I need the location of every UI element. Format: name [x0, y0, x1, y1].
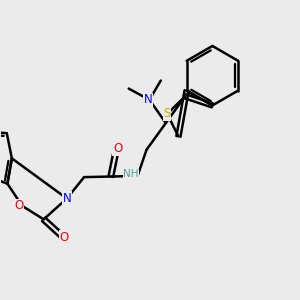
- Text: O: O: [113, 142, 122, 155]
- Text: O: O: [14, 200, 23, 212]
- Text: NH: NH: [123, 169, 139, 179]
- Text: N: N: [144, 93, 152, 106]
- Text: N: N: [62, 192, 71, 205]
- Text: S: S: [164, 107, 171, 120]
- Text: O: O: [60, 231, 69, 244]
